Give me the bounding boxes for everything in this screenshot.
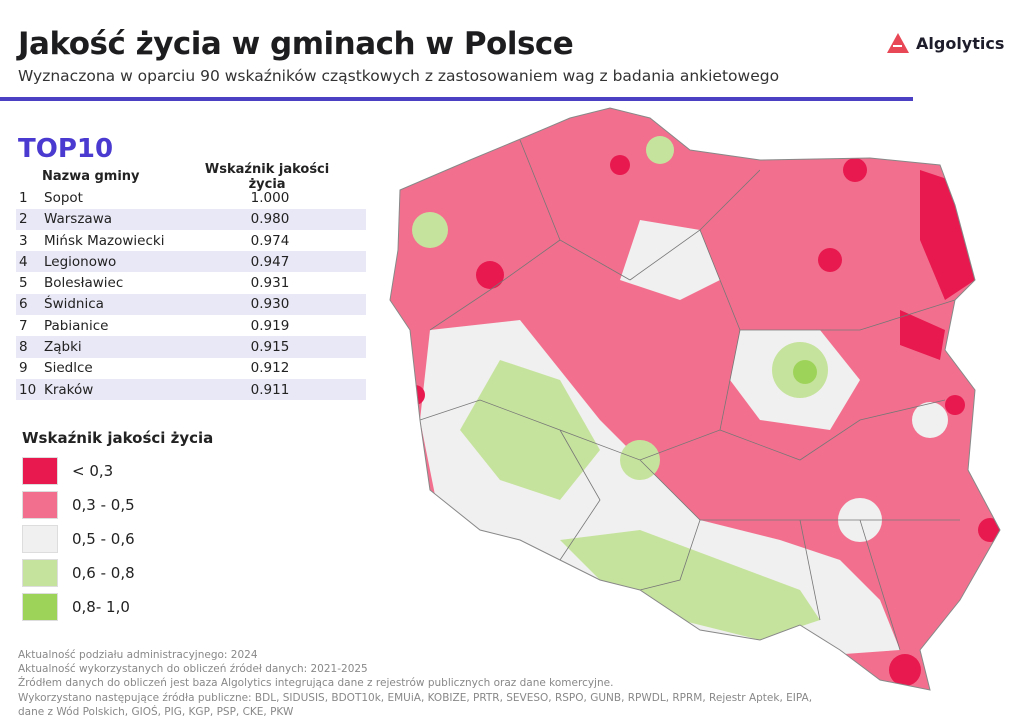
table-row: 8 Ząbki 0.915 (16, 336, 366, 358)
legend-swatch (22, 491, 58, 519)
table-row: 7 Pabianice 0.919 (16, 315, 366, 336)
gmina-name: Świdnica (44, 296, 104, 313)
legend-item: 0,8- 1,0 (22, 590, 135, 624)
col-name-header: Nazwa gminy (41, 169, 140, 185)
col-value-header: Wskaźnik jakości życia (204, 161, 330, 192)
page-subtitle: Wyznaczona w oparciu 90 wskaźników cząst… (18, 67, 780, 85)
table-row: 10 Kraków 0.911 (16, 378, 366, 401)
table-row: 3 Mińsk Mazowiecki 0.974 (16, 230, 366, 251)
legend-item: 0,5 - 0,6 (22, 522, 135, 556)
top10-table: Nazwa gminy Wskaźnik jakości życia 1 Sopo… (16, 162, 366, 401)
quality-value: 0.930 (250, 296, 290, 313)
rank: 4 (19, 253, 28, 270)
table-row: 4 Legionowo 0.947 (16, 251, 366, 273)
quality-value: 0.947 (250, 253, 290, 270)
rank: 9 (19, 360, 28, 377)
table-row: 5 Bolesławiec 0.931 (16, 272, 366, 293)
gmina-name: Sopot (44, 189, 83, 206)
gmina-name: Warszawa (44, 211, 113, 228)
gmina-name: Bolesławiec (44, 275, 124, 292)
legend-label: 0,8- 1,0 (72, 598, 130, 616)
legend: < 0,3 0,3 - 0,5 0,5 - 0,6 0,6 - 0,8 0,8- 1,0 (22, 454, 135, 624)
legend-swatch (22, 559, 58, 587)
quality-value: 0.915 (250, 339, 290, 356)
rank: 1 (19, 189, 28, 206)
logo-triangle-icon (887, 33, 909, 53)
legend-label: 0,5 - 0,6 (72, 530, 135, 548)
page-title: Jakość życia w gminach w Polsce (18, 26, 574, 62)
gmina-name: Siedlce (44, 360, 93, 377)
rank: 10 (19, 381, 37, 398)
footer-notes: Aktualność podziału administracyjnego: 2… (18, 648, 812, 719)
logo-text: Algolytics (916, 33, 1005, 53)
table-row: 6 Świdnica 0.930 (16, 293, 366, 316)
legend-label: < 0,3 (72, 462, 114, 480)
rank: 8 (19, 339, 28, 356)
quality-value: 0.911 (250, 381, 290, 398)
quality-value: 0.919 (250, 317, 290, 334)
footer-line: Aktualność wykorzystanych do obliczeń źr… (18, 663, 368, 676)
gmina-name: Mińsk Mazowiecki (44, 232, 165, 249)
quality-value: 0.974 (250, 232, 290, 249)
legend-item: 0,3 - 0,5 (22, 488, 135, 522)
footer-line: Aktualność podziału administracyjnego: 2… (18, 649, 258, 661)
legend-item: < 0,3 (22, 454, 135, 488)
legend-swatch (22, 525, 58, 553)
rank: 6 (19, 296, 28, 313)
gmina-name: Kraków (44, 381, 94, 398)
gmina-name: Pabianice (44, 317, 109, 334)
table-row: 9 Siedlce 0.912 (16, 358, 366, 379)
legend-label: 0,6 - 0,8 (72, 564, 135, 582)
rank: 3 (19, 232, 28, 249)
legend-swatch (22, 593, 58, 621)
rank: 5 (19, 275, 28, 292)
gmina-name: Ząbki (44, 339, 82, 356)
quality-value: 0.980 (250, 211, 290, 228)
rank: 7 (19, 317, 28, 334)
legend-swatch (22, 457, 58, 485)
map-regions (390, 108, 1000, 690)
rank: 2 (19, 211, 28, 228)
footer-line: dane z Wód Polskich, GIOŚ, PIG, KGP, PSP… (18, 705, 294, 718)
gmina-name: Legionowo (44, 253, 117, 270)
voivodeship-borders (419, 139, 960, 651)
top10-title: TOP10 (18, 134, 114, 164)
table-row: 2 Warszawa 0.980 (16, 208, 366, 230)
quality-value: 0.931 (250, 275, 290, 292)
footer-line: Źródłem danych do obliczeń jest baza Alg… (18, 677, 614, 690)
algolytics-logo: Algolytics (886, 32, 1004, 54)
header-divider (0, 97, 913, 101)
legend-item: 0,6 - 0,8 (22, 556, 135, 590)
legend-title: Wskaźnik jakości życia (22, 429, 214, 447)
table-header: Nazwa gminy Wskaźnik jakości życia (16, 162, 366, 192)
legend-label: 0,3 - 0,5 (72, 496, 135, 514)
footer-line: Wykorzystano następujące źródła publiczn… (18, 691, 813, 704)
table-row: 1 Sopot 1.000 (16, 187, 366, 208)
quality-value: 0.912 (250, 360, 290, 377)
quality-value: 1.000 (250, 189, 290, 206)
